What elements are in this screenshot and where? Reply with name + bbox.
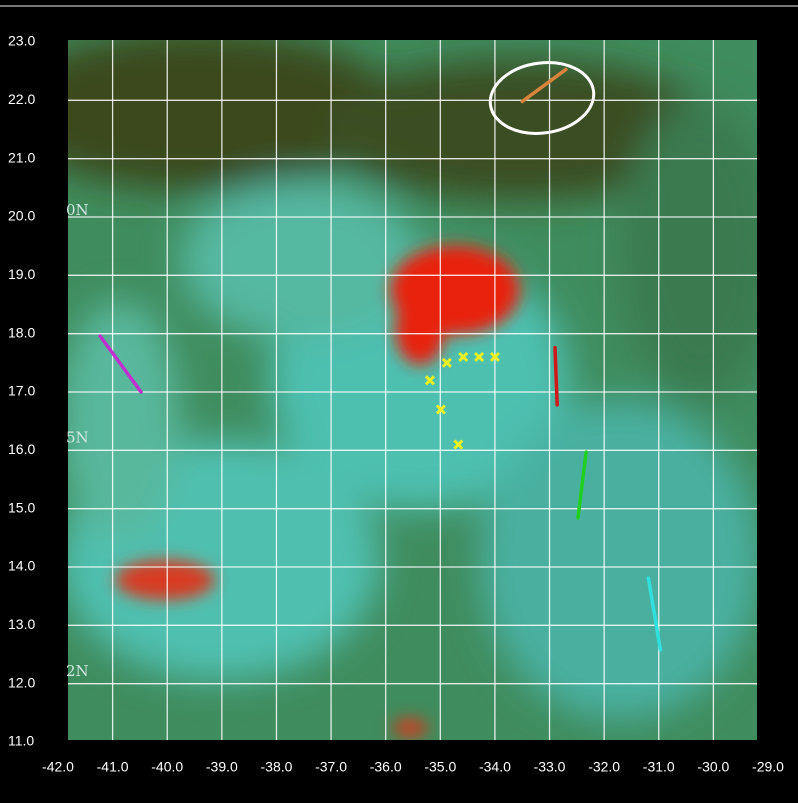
x-tick-label: -39.0 [206, 759, 238, 775]
x-tick-label: -41.0 [97, 759, 129, 775]
x-tick-label: -42.0 [42, 759, 74, 775]
image-label: 5N [66, 429, 89, 447]
y-tick-label: 20.0 [8, 208, 35, 224]
y-tick-label: 23.0 [8, 33, 35, 49]
y-tick-label: 17.0 [8, 383, 35, 399]
x-tick-label: -30.0 [697, 759, 729, 775]
y-tick-label: 11.0 [8, 733, 34, 749]
x-tick-label: -36.0 [370, 759, 402, 775]
y-tick-label: 21.0 [8, 149, 35, 165]
x-tick-label: -33.0 [534, 759, 566, 775]
x-tick-label: -29.0 [752, 759, 784, 775]
track-line [555, 348, 557, 405]
map-chart: -42.0 -41.0 -40.0 -39.0 -38.0 -37.0 -36.0 -35.0… [0, 0, 798, 803]
y-tick-label: 16.0 [8, 441, 35, 457]
x-tick-label: -35.0 [424, 759, 456, 775]
image-label: 0N [66, 201, 89, 219]
x-tick-label: -32.0 [588, 759, 620, 775]
y-tick-label: 19.0 [8, 266, 35, 282]
y-tick-label: 13.0 [8, 616, 35, 632]
satellite-image [0, 30, 780, 740]
x-tick-label: -37.0 [315, 759, 347, 775]
y-tick-label: 18.0 [8, 324, 35, 340]
x-tick-label: -40.0 [151, 759, 183, 775]
y-tick-label: 22.0 [8, 91, 35, 107]
x-tick-label: -31.0 [643, 759, 675, 775]
x-tick-label: -38.0 [261, 759, 293, 775]
y-tick-label: 12.0 [8, 674, 35, 690]
image-label: 2N [66, 662, 89, 680]
y-tick-label: 14.0 [8, 558, 35, 574]
x-tick-label: -34.0 [479, 759, 511, 775]
y-tick-label: 15.0 [8, 499, 35, 515]
